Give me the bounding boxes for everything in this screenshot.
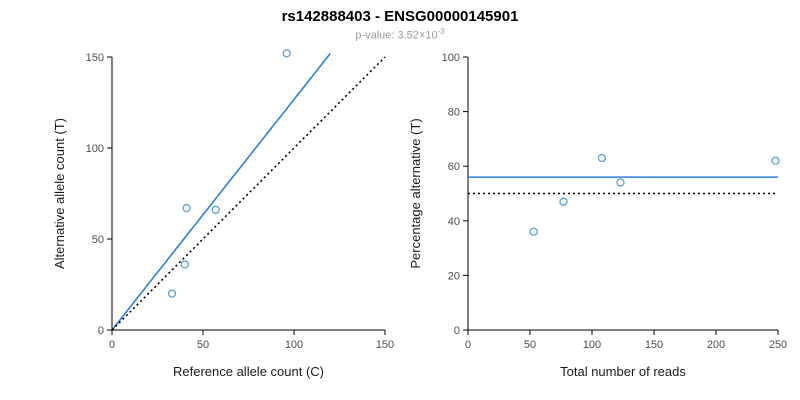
y-tick-label: 150 xyxy=(86,52,104,64)
x-tick-label: 250 xyxy=(769,339,787,351)
y-tick-label: 20 xyxy=(448,270,460,282)
data-point xyxy=(771,156,780,165)
charts-row: 0 50 100 150 0 50 100 150 Reference allele count… xyxy=(0,48,800,400)
y-tick-label: 100 xyxy=(442,52,460,64)
identity-line xyxy=(111,56,386,331)
pvalue-text: p-value: 3.52×10 xyxy=(355,29,438,42)
x-tick-label: 200 xyxy=(707,339,725,351)
y-tick-label: 80 xyxy=(448,107,460,119)
y-axis-label: Percentage alternative (T) xyxy=(408,118,423,268)
y-tick-label: 50 xyxy=(92,234,104,246)
data-point xyxy=(597,153,607,163)
pvalue-exponent: -3 xyxy=(437,27,445,36)
data-point xyxy=(211,205,220,215)
y-tick-label: 0 xyxy=(98,325,104,337)
x-tick-label: 50 xyxy=(197,339,209,351)
y-tick-label: 0 xyxy=(454,325,460,337)
data-point xyxy=(559,197,568,206)
x-tick-label: 100 xyxy=(285,339,303,351)
x-axis-label: Reference allele count (C) xyxy=(173,364,324,379)
data-point xyxy=(167,289,177,298)
x-tick-label: 100 xyxy=(583,339,601,351)
x-tick-label: 0 xyxy=(109,339,115,351)
x-tick-label: 150 xyxy=(645,339,663,351)
chart-header: rs142888403 - ENSG00000145901 p-value: 3… xyxy=(0,0,800,48)
data-point xyxy=(282,49,291,58)
chart-subtitle: p-value: 3.52×10-3 xyxy=(0,27,800,42)
y-axis-label: Alternative allele count (T) xyxy=(52,118,67,269)
chart-title: rs142888403 - ENSG00000145901 xyxy=(281,8,519,25)
x-tick-label: 150 xyxy=(376,339,394,351)
data-point xyxy=(529,227,538,236)
data-point xyxy=(616,178,625,187)
left-scatter-chart: 0 50 100 150 0 50 100 150 Reference allele count… xyxy=(52,49,394,379)
x-axis-label: Total number of reads xyxy=(560,364,686,379)
x-tick-label: 0 xyxy=(465,339,471,351)
y-tick-label: 40 xyxy=(448,216,460,228)
y-tick-label: 60 xyxy=(448,161,460,173)
right-scatter-chart: 0 50 100 150 200 250 0 20 40 60 80 100 Total number … xyxy=(408,52,787,379)
data-point xyxy=(180,260,189,269)
y-tick-label: 100 xyxy=(86,143,104,155)
x-tick-label: 50 xyxy=(524,339,536,351)
fit-line xyxy=(111,52,332,331)
data-point xyxy=(182,203,191,213)
